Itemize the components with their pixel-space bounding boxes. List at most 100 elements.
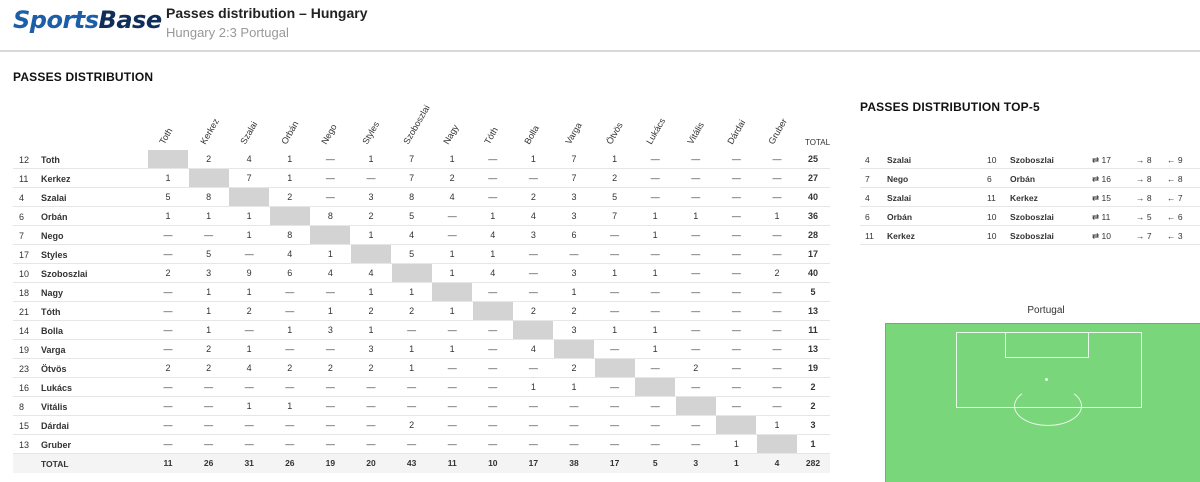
pass-count-cell: 11 [447, 458, 457, 468]
pass-count-cell: — [569, 401, 579, 411]
pass-count-cell: — [325, 439, 335, 449]
pass-count-cell: — [731, 154, 741, 164]
pass-count-cell: 1 [246, 211, 252, 221]
top5-row: 6 Orbán 10 Szoboszlai ⇄ 11 → 5 ← 6 [860, 207, 1200, 226]
pair-name-1: Szalai [887, 193, 912, 203]
pair-number-1: 6 [865, 212, 870, 222]
pass-count-cell: 1 [327, 306, 333, 316]
pass-count-cell: 1 [734, 458, 739, 468]
player-name: Tóth [41, 307, 61, 317]
pass-count-cell: 1 [287, 325, 293, 335]
pass-count-cell: — [163, 382, 173, 392]
pair-name-2: Szoboszlai [1010, 155, 1054, 165]
player-number: 12 [19, 155, 30, 165]
pass-count-cell: 4 [530, 211, 536, 221]
self-cell [391, 264, 432, 282]
matrix-row: 14 Bolla —1—1 3 1— — —3 1 1— — —11 [13, 321, 830, 340]
pass-count-cell: — [772, 401, 782, 411]
pass-count-cell: — [650, 401, 660, 411]
pass-count-cell: — [569, 439, 579, 449]
player-number: 11 [19, 174, 29, 184]
passes-both-ways: ⇄ 16 [1092, 174, 1111, 184]
player-name: Dárdai [41, 421, 70, 431]
pass-count-cell: 1 [733, 439, 739, 449]
pass-count-cell: — [488, 363, 498, 373]
pass-count-cell: — [244, 420, 254, 430]
pass-count-cell: 5 [165, 192, 171, 202]
pass-count-cell: 7 [612, 211, 618, 221]
pass-count-cell: 1 [368, 325, 374, 335]
column-header: Kerkez [197, 116, 221, 146]
pass-count-cell: — [447, 363, 457, 373]
pass-count-cell: — [407, 382, 417, 392]
page-header: SportsBase Passes distribution – Hungary… [0, 0, 1200, 52]
matrix-body: 12 Toth 2 4 1—1 7 1—1 7 1— — — —25 11 Kerkez 1 7 1— —7 2— —… [13, 150, 830, 473]
top5-row: 4 Szalai 11 Kerkez ⇄ 15 → 8 ← 7 [860, 188, 1200, 207]
pass-count-cell: 1 [368, 287, 374, 297]
pass-count-cell: — [650, 249, 660, 259]
match-subtitle[interactable]: Hungary 2:3 Portugal [166, 25, 289, 40]
pass-count-cell: 31 [244, 458, 254, 468]
pass-count-cell: — [366, 401, 376, 411]
pass-count-cell: 2 [165, 268, 171, 278]
pass-count-cell: 2 [287, 363, 293, 373]
matrix-row: 15 Dárdai — — — — — — 2 — — — — — — — 1 3 [13, 416, 830, 435]
pass-count-cell: — [691, 287, 701, 297]
passes-back: ← 3 [1167, 231, 1183, 241]
pass-count-cell: 5 [409, 211, 415, 221]
pass-count-cell: — [447, 420, 457, 430]
pass-count-cell: — [204, 420, 214, 430]
player-number: 15 [19, 421, 30, 431]
pass-count-cell: — [772, 192, 782, 202]
totals-label: TOTAL [41, 459, 69, 469]
player-name: Styles [41, 250, 68, 260]
pass-count-cell: — [244, 439, 254, 449]
player-name: Lukács [41, 383, 73, 393]
matrix-row: 17 Styles — 5 — 4 1 5 1 1 — — — — — — — 17 [13, 245, 830, 264]
pass-count-cell: 1 [490, 249, 496, 259]
pass-count-cell: — [731, 230, 741, 240]
pass-count-cell: — [407, 401, 417, 411]
pass-count-cell: — [691, 420, 701, 430]
pair-name-2: Szoboszlai [1010, 231, 1054, 241]
pair-number-2: 6 [987, 174, 992, 184]
pass-count-cell: 1 [530, 382, 536, 392]
column-header: Nagy [441, 122, 461, 146]
pass-count-cell: 1 [774, 211, 780, 221]
pass-count-cell: — [244, 325, 254, 335]
top5-row: 4 Szalai 10 Szoboszlai ⇄ 17 → 8 ← 9 [860, 150, 1200, 169]
player-name: Nagy [41, 288, 64, 298]
pass-count-cell: — [691, 154, 701, 164]
pass-count-cell: 1 [206, 287, 212, 297]
row-total-cell: 2 [810, 382, 816, 392]
pass-count-cell: — [163, 249, 173, 259]
pass-count-cell: — [447, 230, 457, 240]
column-header: Vitális [685, 120, 706, 146]
pass-count-cell: — [691, 344, 701, 354]
row-total-cell: 1 [810, 439, 816, 449]
pass-count-cell: — [407, 325, 417, 335]
pair-name-1: Kerkez [887, 231, 915, 241]
pass-count-cell: — [772, 287, 782, 297]
pass-count-cell: — [772, 306, 782, 316]
player-name: Vitális [41, 402, 68, 412]
player-name: Toth [41, 155, 60, 165]
pass-count-cell: — [610, 382, 620, 392]
pass-count-cell: 1 [530, 154, 536, 164]
column-header: Ötvös [603, 120, 625, 146]
pass-count-cell: — [244, 382, 254, 392]
pass-count-cell: — [285, 344, 295, 354]
pass-count-cell: 4 [490, 230, 496, 240]
pass-count-cell: — [528, 173, 538, 183]
pair-number-2: 10 [987, 155, 997, 165]
sportsbase-logo[interactable]: SportsBase [13, 6, 162, 34]
matrix-row: 19 Varga — 2 1 — — 3 1 1 — 4 — 1 — — — 13 [13, 340, 830, 359]
pass-count-cell: 1 [652, 325, 658, 335]
pass-count-cell: 2 [449, 173, 455, 183]
pass-count-cell: 1 [693, 211, 699, 221]
matrix-row: 10 Szoboszlai 2 3 9 6 4 4 1 4 — 3 1 1 — — 2 40 [13, 264, 830, 283]
pass-count-cell: 2 [530, 306, 536, 316]
pass-count-cell: 17 [609, 458, 620, 468]
pass-count-cell: — [650, 439, 660, 449]
row-total-cell: 11 [808, 325, 818, 335]
